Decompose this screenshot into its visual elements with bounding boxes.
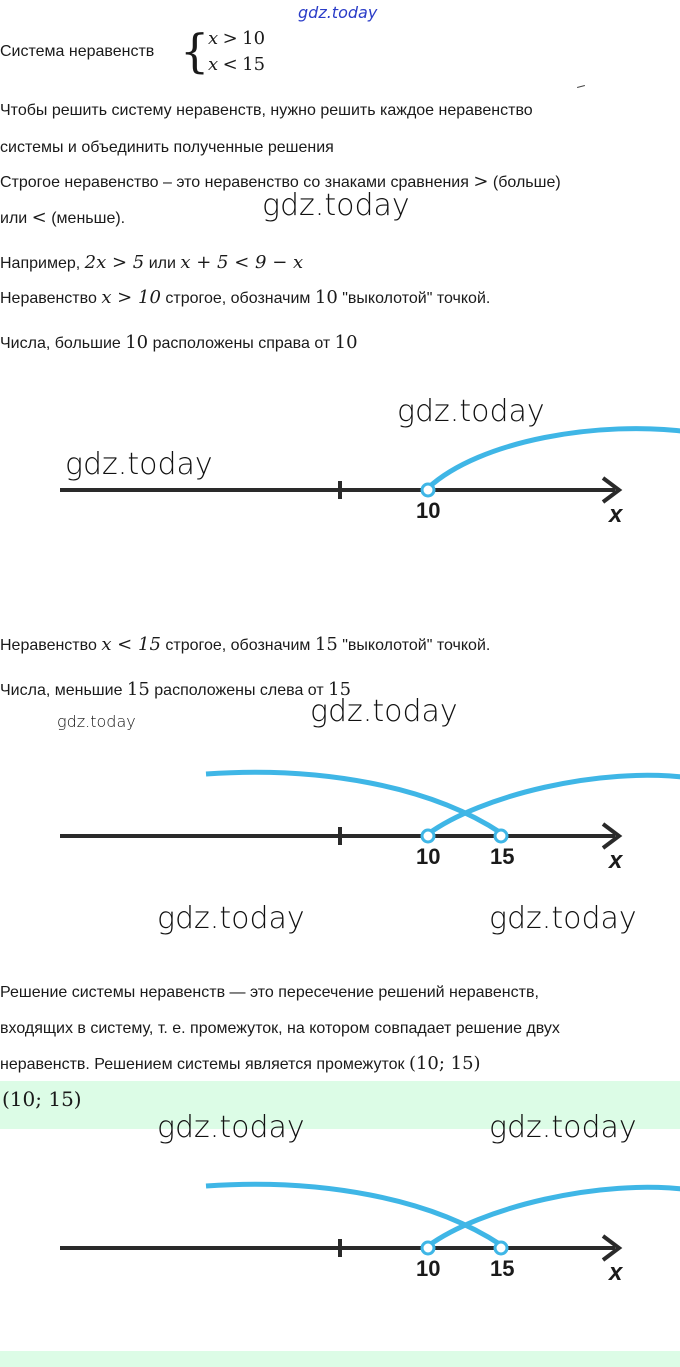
- answer-value: (10; 15): [2, 1087, 82, 1111]
- eq1-op: >: [222, 28, 238, 49]
- strict2-c: "выколотой" точкой.: [342, 637, 491, 654]
- strict2-b: строгое, обозначим: [165, 637, 311, 654]
- strict1-expr: x > 10: [101, 287, 161, 308]
- axis-label-x-2: x: [607, 847, 624, 874]
- para1-line1: Чтобы решить систему неравенств, нужно р…: [0, 102, 533, 119]
- bottom-band: [0, 1351, 680, 1367]
- axis-label-x-3: x: [607, 1259, 624, 1286]
- strict2-expr: x < 15: [101, 634, 161, 655]
- greater-a: Числа, большие: [0, 335, 121, 352]
- strict1-num: 10: [314, 287, 338, 308]
- watermark-6: gdz.today: [157, 901, 305, 936]
- point-10-open-2: [420, 828, 436, 844]
- example-expr2: x + 5 < 9 − x: [180, 252, 304, 273]
- less-a: Числа, меньшие: [0, 682, 123, 699]
- watermark-2: gdz.today: [397, 394, 545, 429]
- greater-num2: 10: [334, 332, 358, 353]
- label-15-3: 15: [490, 1256, 514, 1281]
- solution-line3-text: неравенств. Решением системы является пр…: [0, 1056, 405, 1073]
- point-15-open-2: [493, 828, 509, 844]
- example-expr1: 2x > 5: [84, 252, 145, 273]
- para2-or: или: [0, 210, 28, 227]
- watermark-7: gdz.today: [489, 901, 637, 936]
- greater-b: расположены справа от: [152, 335, 331, 352]
- arc-right-2: [426, 772, 680, 837]
- eq1-num: 10: [242, 28, 266, 49]
- watermark-8: gdz.today: [157, 1110, 305, 1145]
- point-15-open-3: [493, 1240, 509, 1256]
- solution-line3: неравенств. Решением системы является пр…: [0, 1054, 481, 1075]
- strict1-b: строгое, обозначим: [165, 290, 311, 307]
- axis-arrow-2: [601, 822, 623, 850]
- eq2-var: x: [208, 54, 219, 75]
- para1-line2: системы и объединить полученные решения: [0, 139, 334, 156]
- strict2-a: Неравенство: [0, 637, 97, 654]
- solution-interval-inline: (10; 15): [408, 1053, 481, 1074]
- eq1-var: x: [208, 28, 219, 49]
- example-or: или: [148, 255, 176, 272]
- small-dash: [577, 84, 585, 89]
- axis-arrow-1: [601, 476, 623, 504]
- greater-line: Числа, большие 10 расположены справа от …: [0, 333, 358, 354]
- number-line-2: 10 15 x: [60, 769, 680, 874]
- label-10-3: 10: [416, 1256, 440, 1281]
- arc-left-2: [205, 769, 503, 836]
- arc-right-1: [426, 426, 680, 490]
- system-eq1: x > 10: [208, 28, 265, 49]
- para2-text-a: Строгое неравенство – это неравенство со…: [0, 174, 469, 191]
- system-label-text: Система неравенств: [0, 43, 155, 60]
- system-brace: {: [180, 24, 210, 78]
- system-label: Система неравенств: [0, 42, 154, 62]
- para2-line1: Строгое неравенство – это неравенство со…: [0, 172, 561, 193]
- number-line-1: 10 x: [60, 426, 680, 528]
- watermark-4: gdz.today: [310, 694, 458, 729]
- solution-line2: входящих в систему, т. е. промежуток, на…: [0, 1020, 560, 1037]
- example-prefix: Например,: [0, 255, 81, 272]
- arc-left-3: [205, 1181, 503, 1248]
- example-line: Например, 2x > 5 или x + 5 < 9 − x: [0, 253, 303, 274]
- strict1-c: "выколотой" точкой.: [342, 290, 491, 307]
- watermark-top: gdz.today: [298, 3, 378, 22]
- label-10-1: 10: [416, 498, 440, 523]
- eq2-num: 15: [242, 54, 266, 75]
- less-num2: 15: [328, 679, 352, 700]
- answer-band: (10; 15): [0, 1081, 680, 1129]
- less-line: Числа, меньшие 15 расположены слева от 1…: [0, 680, 351, 701]
- para2-text-c: (больше): [492, 174, 561, 191]
- axis-label-x-1: x: [607, 501, 624, 528]
- strict2-num: 15: [314, 634, 338, 655]
- greater-num: 10: [125, 332, 149, 353]
- para2-less: (меньше).: [51, 210, 126, 227]
- watermark-1: gdz.today: [262, 188, 410, 223]
- para2-gt: >: [473, 171, 489, 192]
- label-10-2: 10: [416, 844, 440, 869]
- strict1-a: Неравенство: [0, 290, 97, 307]
- arc-right-3: [426, 1184, 680, 1249]
- system-eq2: x < 15: [208, 54, 265, 75]
- label-15-2: 15: [490, 844, 514, 869]
- number-line-3: 10 15 x: [60, 1181, 680, 1286]
- less-num: 15: [126, 679, 150, 700]
- para2-lt: <: [31, 207, 47, 228]
- solution-line1: Решение системы неравенств — это пересеч…: [0, 984, 539, 1001]
- less-b: расположены слева от: [154, 682, 324, 699]
- eq2-op: <: [222, 54, 238, 75]
- para2-line2: или < (меньше).: [0, 208, 125, 229]
- strict1-line: Неравенство x > 10 строгое, обозначим 10…: [0, 288, 490, 309]
- point-10-open-3: [420, 1240, 436, 1256]
- axis-arrow-3: [601, 1234, 623, 1262]
- strict2-line: Неравенство x < 15 строгое, обозначим 15…: [0, 635, 490, 656]
- watermark-5: gdz.today: [57, 712, 136, 731]
- watermark-3: gdz.today: [65, 447, 213, 482]
- watermark-9: gdz.today: [489, 1110, 637, 1145]
- point-10-open-1: [420, 482, 436, 498]
